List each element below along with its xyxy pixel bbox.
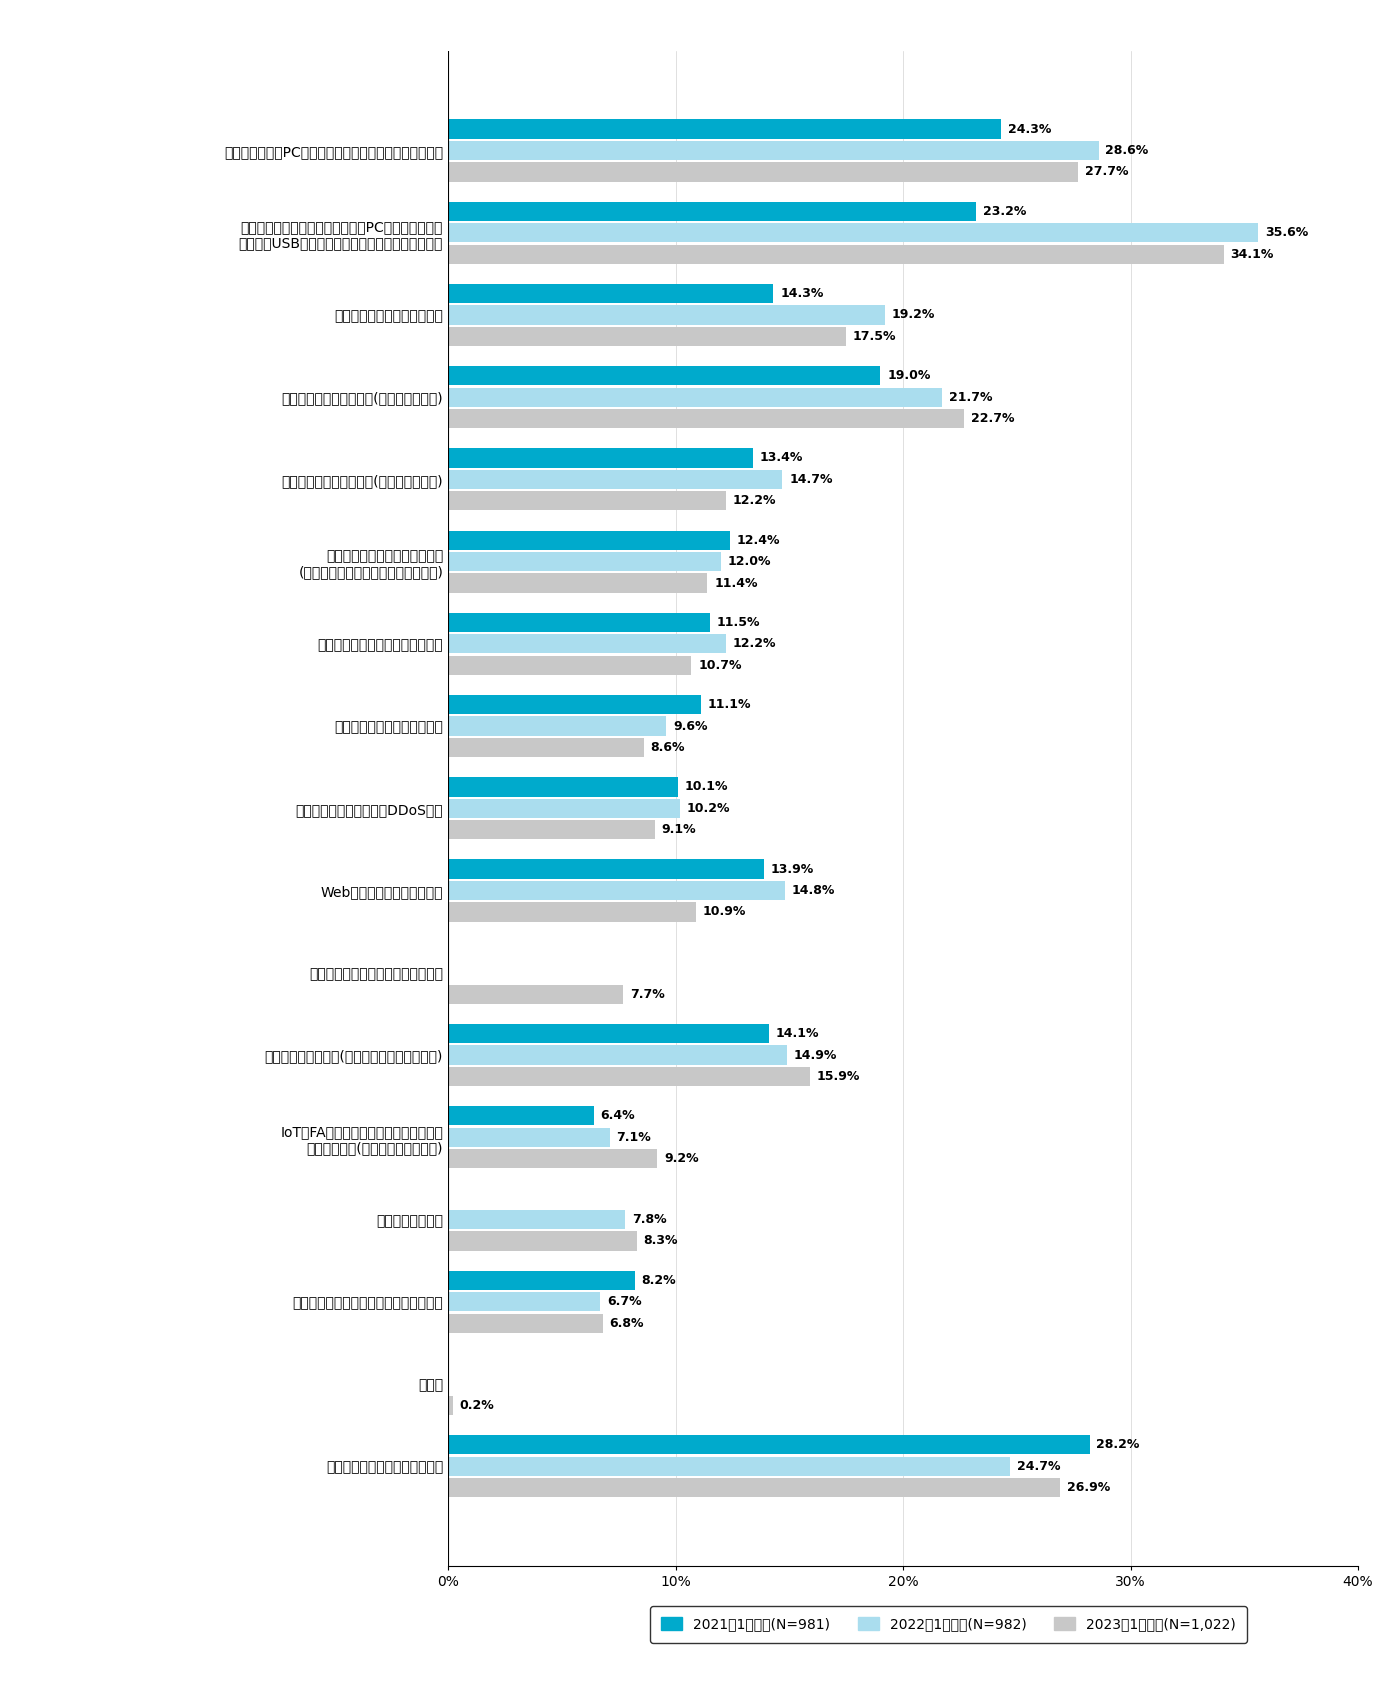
- Bar: [448, 305, 885, 325]
- Text: 10.7%: 10.7%: [699, 658, 742, 672]
- Bar: [448, 202, 976, 221]
- Text: 8.3%: 8.3%: [644, 1234, 678, 1248]
- Text: 24.7%: 24.7%: [1016, 1460, 1060, 1474]
- Text: 15.9%: 15.9%: [816, 1069, 860, 1083]
- Text: 35.6%: 35.6%: [1264, 226, 1308, 239]
- Text: 28.6%: 28.6%: [1106, 143, 1149, 157]
- Text: 14.9%: 14.9%: [794, 1049, 837, 1061]
- Text: 12.2%: 12.2%: [732, 495, 776, 507]
- Bar: [448, 1396, 452, 1415]
- Text: 10.1%: 10.1%: [685, 780, 728, 793]
- Legend: 2021年1月調査(N=981), 2022年1月調査(N=982), 2023年1月調査(N=1,022): 2021年1月調査(N=981), 2022年1月調査(N=982), 2023…: [650, 1607, 1247, 1642]
- Bar: [448, 798, 680, 818]
- Text: 9.2%: 9.2%: [664, 1152, 699, 1165]
- Text: 27.7%: 27.7%: [1085, 165, 1128, 179]
- Text: 21.7%: 21.7%: [949, 391, 993, 404]
- Bar: [448, 1046, 787, 1064]
- Text: 13.4%: 13.4%: [760, 451, 804, 465]
- Text: 23.2%: 23.2%: [983, 205, 1026, 217]
- Text: 10.9%: 10.9%: [703, 906, 746, 918]
- Bar: [448, 738, 644, 758]
- Bar: [448, 1209, 626, 1229]
- Bar: [448, 365, 881, 386]
- Text: 28.2%: 28.2%: [1096, 1438, 1140, 1452]
- Bar: [448, 162, 1078, 182]
- Bar: [448, 387, 942, 408]
- Text: 12.0%: 12.0%: [728, 556, 771, 568]
- Text: 6.4%: 6.4%: [601, 1110, 636, 1122]
- Bar: [448, 881, 784, 901]
- Bar: [448, 635, 725, 653]
- Text: 8.6%: 8.6%: [651, 741, 685, 754]
- Bar: [448, 552, 721, 571]
- Bar: [448, 120, 1001, 138]
- Bar: [448, 1457, 1009, 1475]
- Text: 0.2%: 0.2%: [459, 1399, 494, 1411]
- Text: 17.5%: 17.5%: [853, 330, 896, 344]
- Text: 11.1%: 11.1%: [707, 699, 750, 711]
- Bar: [448, 244, 1224, 264]
- Bar: [448, 1435, 1089, 1455]
- Text: 14.1%: 14.1%: [776, 1027, 819, 1041]
- Text: 10.2%: 10.2%: [687, 802, 731, 815]
- Bar: [448, 903, 696, 921]
- Bar: [448, 1148, 658, 1169]
- Bar: [448, 1292, 601, 1312]
- Text: 7.8%: 7.8%: [633, 1212, 666, 1226]
- Bar: [448, 327, 846, 345]
- Bar: [448, 1106, 594, 1125]
- Text: 9.6%: 9.6%: [673, 719, 708, 733]
- Bar: [448, 716, 666, 736]
- Text: 19.0%: 19.0%: [888, 369, 931, 382]
- Text: 11.5%: 11.5%: [717, 616, 760, 628]
- Bar: [448, 1068, 809, 1086]
- Bar: [448, 1271, 634, 1290]
- Bar: [448, 409, 965, 428]
- Text: 12.4%: 12.4%: [736, 534, 780, 547]
- Text: 19.2%: 19.2%: [892, 308, 935, 322]
- Text: 9.1%: 9.1%: [662, 823, 696, 837]
- Bar: [448, 1128, 609, 1147]
- Bar: [448, 448, 753, 468]
- Text: 11.4%: 11.4%: [714, 576, 757, 589]
- Text: 14.8%: 14.8%: [791, 884, 834, 898]
- Bar: [448, 1024, 769, 1042]
- Text: 7.7%: 7.7%: [630, 989, 665, 1000]
- Text: 34.1%: 34.1%: [1231, 248, 1274, 261]
- Bar: [448, 1314, 603, 1332]
- Text: 6.8%: 6.8%: [609, 1317, 644, 1330]
- Bar: [448, 778, 678, 797]
- Text: 13.9%: 13.9%: [771, 862, 815, 876]
- Bar: [448, 222, 1259, 242]
- Bar: [448, 859, 764, 879]
- Text: 8.2%: 8.2%: [641, 1273, 676, 1287]
- Text: 7.1%: 7.1%: [616, 1130, 651, 1143]
- Bar: [448, 985, 623, 1004]
- Text: 24.3%: 24.3%: [1008, 123, 1051, 135]
- Bar: [448, 1231, 637, 1251]
- Text: 14.3%: 14.3%: [780, 286, 823, 300]
- Bar: [448, 613, 710, 632]
- Bar: [448, 285, 773, 303]
- Bar: [448, 695, 700, 714]
- Bar: [448, 574, 707, 593]
- Bar: [448, 820, 655, 839]
- Text: 6.7%: 6.7%: [608, 1295, 641, 1308]
- Bar: [448, 141, 1099, 160]
- Bar: [448, 1479, 1060, 1497]
- Text: 14.7%: 14.7%: [790, 473, 833, 487]
- Text: 12.2%: 12.2%: [732, 637, 776, 650]
- Text: 26.9%: 26.9%: [1067, 1482, 1110, 1494]
- Bar: [448, 530, 731, 549]
- Bar: [448, 492, 725, 510]
- Bar: [448, 470, 783, 488]
- Bar: [448, 655, 692, 675]
- Text: 22.7%: 22.7%: [972, 413, 1015, 424]
